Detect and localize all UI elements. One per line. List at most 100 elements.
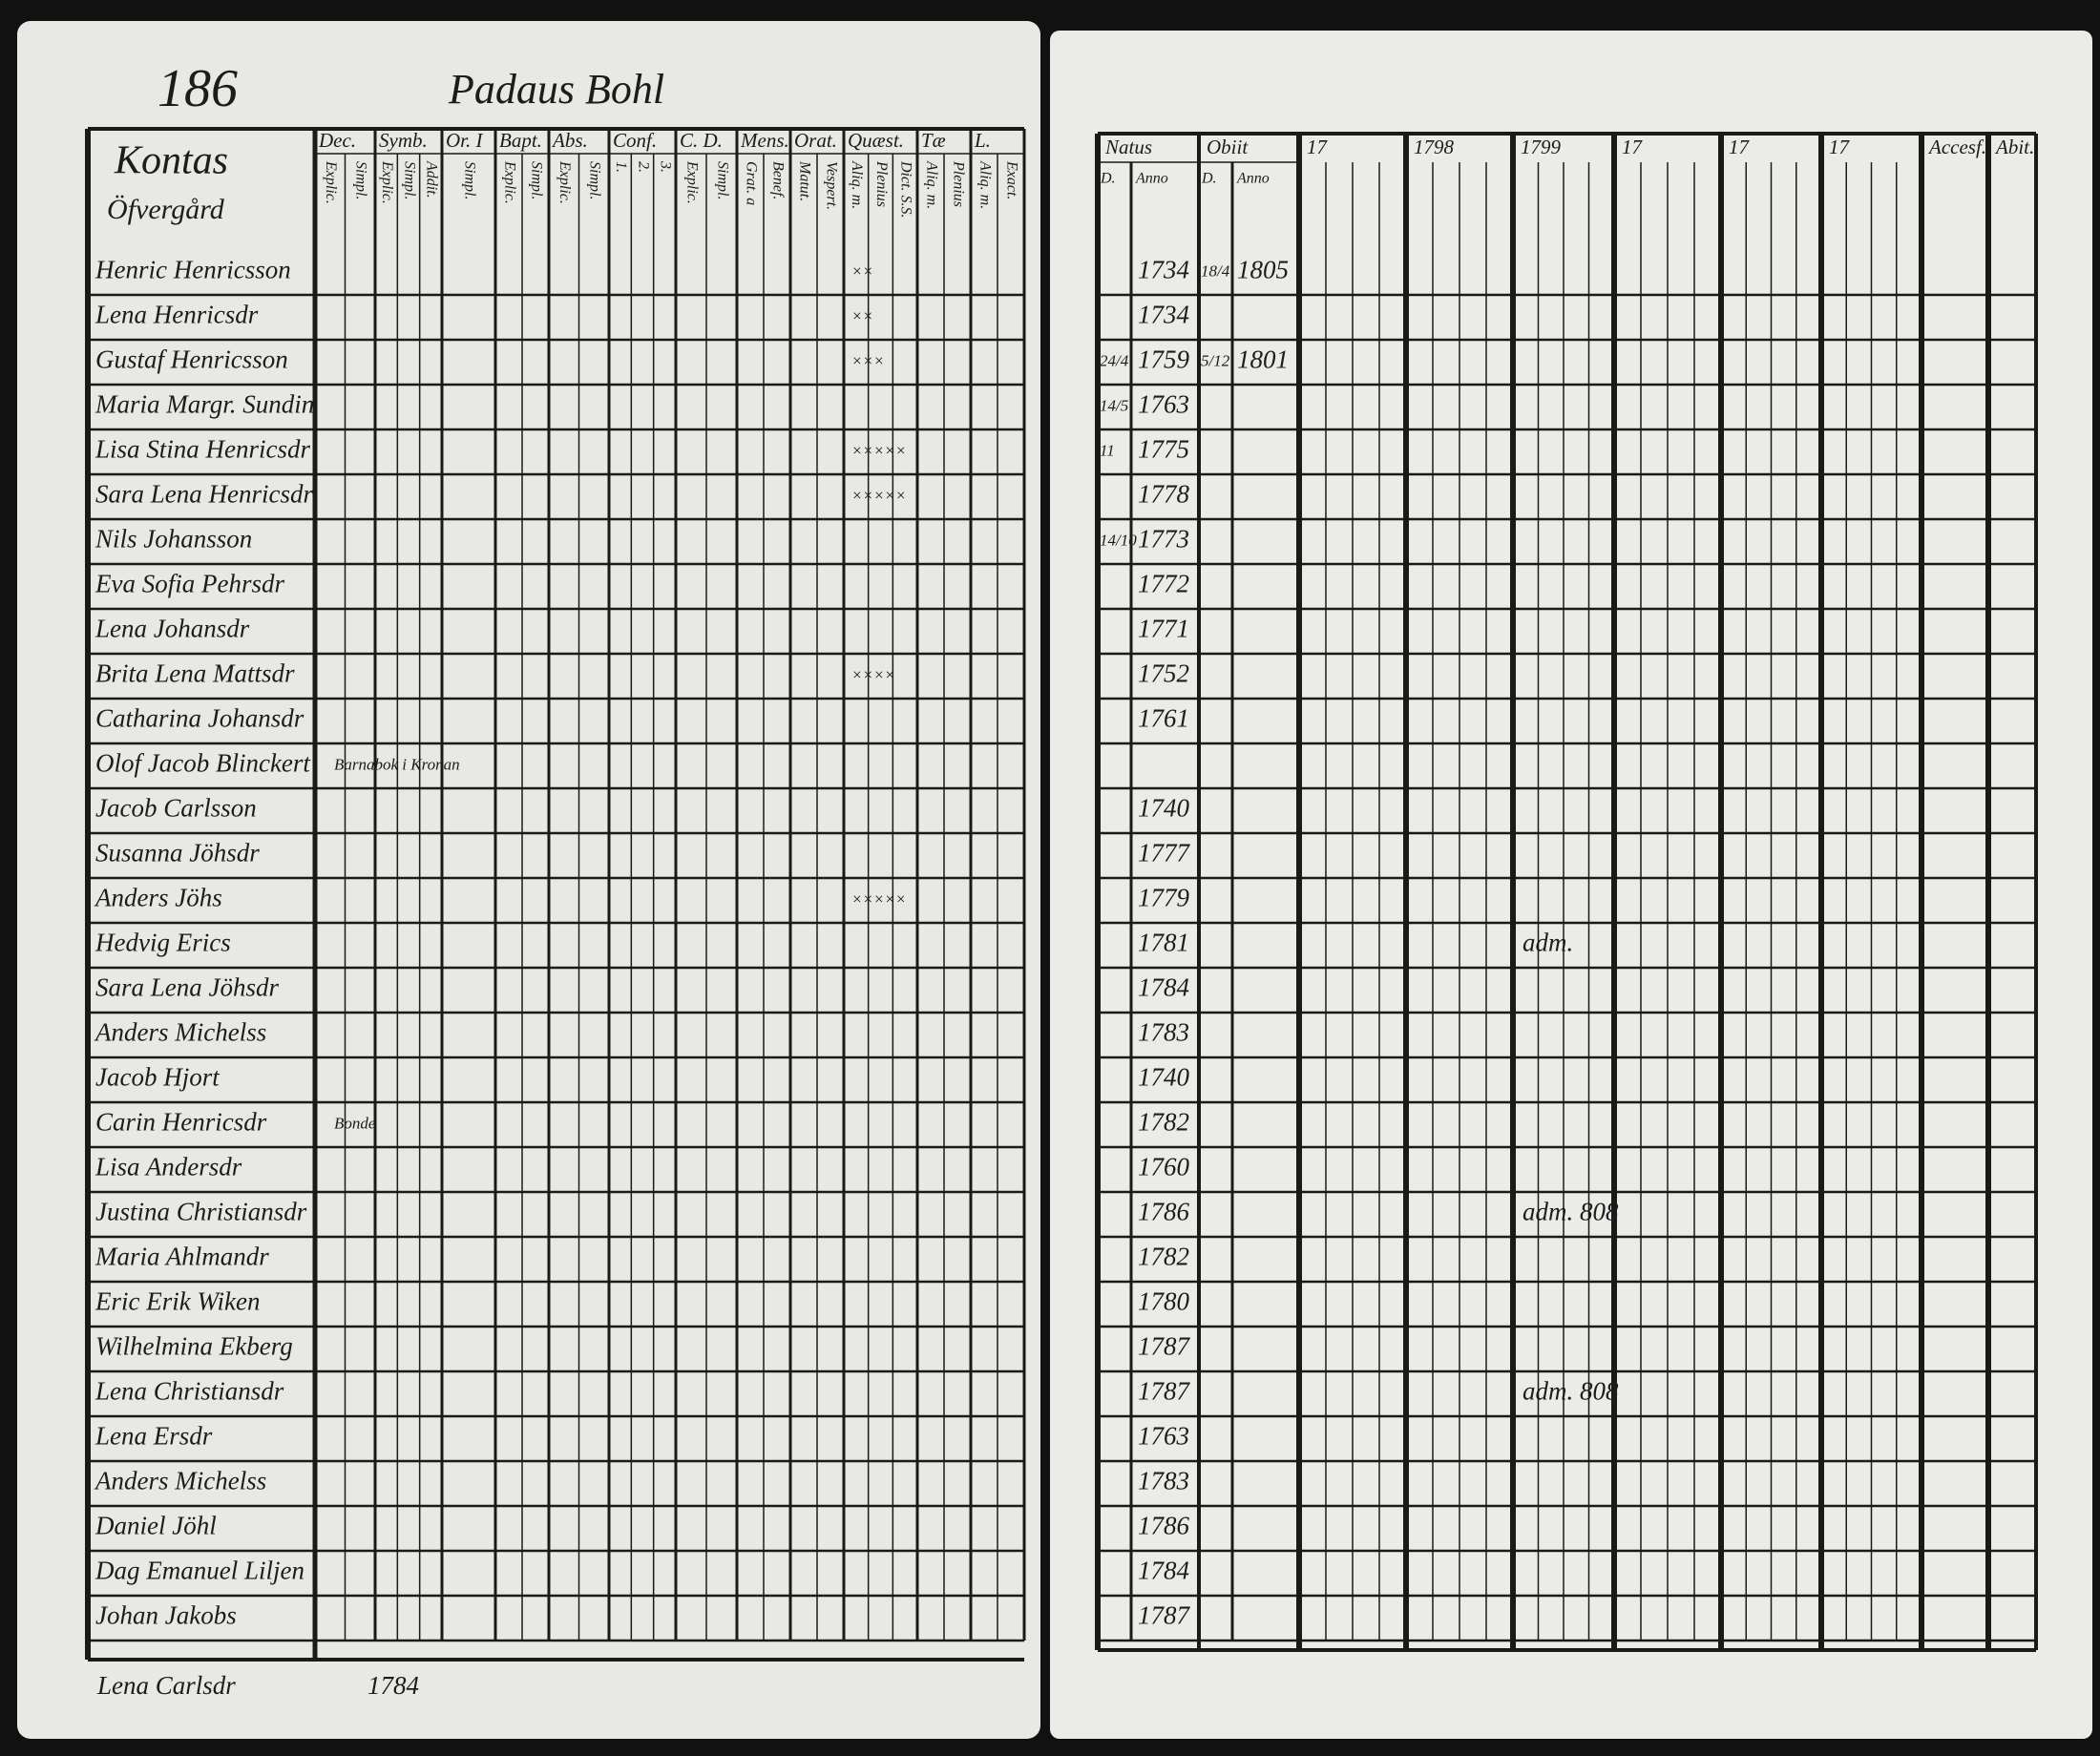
person-name: Sara Lena Jöhsdr xyxy=(95,973,279,1002)
page-number: 186 xyxy=(158,59,238,118)
note: adm. 808 xyxy=(1522,1377,1619,1406)
person-name: Lisa Andersdr xyxy=(94,1153,242,1181)
person-name: Dag Emanuel Liljen xyxy=(94,1557,304,1585)
person-name: Hedvig Erics xyxy=(94,929,231,957)
note: adm. xyxy=(1522,929,1573,957)
birth-year: 1784 xyxy=(1138,973,1189,1002)
birth-year: 1783 xyxy=(1138,1467,1189,1495)
column-header: Conf. xyxy=(613,129,657,152)
person-name: Johan Jakobs xyxy=(95,1601,237,1630)
column-header: 17 xyxy=(1829,136,1851,158)
birth-day: 11 xyxy=(1100,441,1115,459)
column-header: Abit. xyxy=(1994,136,2034,158)
person-name: Lena Carlsdr xyxy=(96,1671,236,1700)
birth-year: 1784 xyxy=(368,1671,419,1700)
exam-mark: ××××× xyxy=(851,889,906,908)
right-page xyxy=(1050,31,2092,1739)
exam-mark: ×× xyxy=(851,261,873,280)
column-subheader: Benef. xyxy=(769,161,786,199)
birth-year: 1787 xyxy=(1138,1377,1191,1406)
column-header: Orat. xyxy=(794,129,837,152)
person-name: Lena Johansdr xyxy=(94,615,250,643)
note: adm. 808 xyxy=(1522,1198,1619,1226)
birth-year: 1787 xyxy=(1138,1601,1191,1630)
birth-year: 1740 xyxy=(1138,794,1190,823)
column-subheader: Explic. xyxy=(323,160,339,204)
person-name: Lena Henricsdr xyxy=(94,301,259,329)
column-subheader: Plenius xyxy=(950,160,966,207)
birth-year: 1784 xyxy=(1138,1557,1189,1585)
person-name: Nils Johansson xyxy=(94,525,252,554)
column-subheader: Addit. xyxy=(424,160,440,199)
column-subheader: 3. xyxy=(658,160,674,173)
column-subheader: D. xyxy=(1201,171,1217,187)
person-name: Carin Henricsdr xyxy=(95,1108,267,1137)
column-header: Bapt. xyxy=(499,129,542,152)
column-subheader: Grat. a xyxy=(743,161,759,205)
column-header: Accesf. xyxy=(1927,136,1986,158)
place: Padaus Bohl xyxy=(448,66,664,113)
column-subheader: Explic. xyxy=(556,160,573,204)
column-header: Symb. xyxy=(379,129,428,152)
birth-year: 1734 xyxy=(1138,256,1189,284)
person-name: Jacob Hjort xyxy=(95,1063,220,1092)
person-name: Lena Christiansdr xyxy=(94,1377,284,1406)
birth-year: 1777 xyxy=(1138,839,1191,868)
column-subheader: Aliq. m. xyxy=(849,160,865,209)
column-subheader: Plenius xyxy=(873,160,890,207)
birth-year: 1763 xyxy=(1138,390,1189,419)
birth-year: 1781 xyxy=(1138,929,1189,957)
person-name: Anders Michelss xyxy=(94,1467,266,1495)
birth-year: 1782 xyxy=(1138,1108,1189,1137)
column-subheader: Aliq. m. xyxy=(923,160,939,209)
person-name: Anders Jöhs xyxy=(94,884,222,912)
column-header: Quæst. xyxy=(848,129,904,152)
person-name: Maria Margr. Sundin xyxy=(94,390,314,419)
exam-mark: ××× xyxy=(851,351,884,369)
birth-year: 1773 xyxy=(1138,525,1189,554)
column-header: 1798 xyxy=(1414,136,1455,158)
column-subheader: Explic. xyxy=(683,160,700,204)
column-subheader: D. xyxy=(1100,171,1116,187)
birth-year: 1782 xyxy=(1138,1243,1189,1271)
person-name: Wilhelmina Ekberg xyxy=(95,1332,293,1361)
birth-year: 1759 xyxy=(1138,345,1190,374)
person-name: Maria Ahlmandr xyxy=(94,1243,269,1271)
birth-day: 24/4 xyxy=(1100,351,1129,369)
person-name: Lena Ersdr xyxy=(94,1422,213,1451)
column-header: Tæ xyxy=(921,129,946,152)
column-subheader: Simpl. xyxy=(401,161,417,199)
column-header: C. D. xyxy=(680,129,723,152)
column-subheader: Simpl. xyxy=(528,161,544,199)
column-subheader: Explic. xyxy=(501,160,517,204)
column-subheader: Vespert. xyxy=(823,161,839,210)
column-subheader: Simpl. xyxy=(714,161,730,199)
column-header: Obiit xyxy=(1207,136,1249,158)
person-name: Lisa Stina Henricsdr xyxy=(94,435,311,464)
column-subheader: Simpl. xyxy=(353,161,369,199)
column-subheader: Anno xyxy=(1236,171,1270,187)
left-page xyxy=(17,21,1040,1739)
exam-mark: ×××× xyxy=(851,665,895,683)
column-header: Natus xyxy=(1104,136,1152,158)
death-year: 1801 xyxy=(1237,345,1289,374)
birth-year: 1779 xyxy=(1138,884,1190,912)
column-header: Or. I xyxy=(446,129,484,152)
note: Barnabok i Kronan xyxy=(334,755,460,773)
column-subheader: Dict. S.S. xyxy=(897,160,914,219)
birth-year: 1763 xyxy=(1138,1422,1189,1451)
column-subheader: Exact. xyxy=(1003,160,1019,199)
column-subheader: Simpl. xyxy=(461,161,477,199)
person-name: Sara Lena Henricsdr xyxy=(95,480,313,509)
farm: Kontas xyxy=(114,139,228,183)
person-name: Daniel Jöhl xyxy=(94,1512,217,1540)
note: Bonde xyxy=(334,1114,376,1132)
column-header: 17 xyxy=(1307,136,1329,158)
person-name: Brita Lena Mattsdr xyxy=(95,659,295,688)
person-name: Gustaf Henricsson xyxy=(95,345,288,374)
birth-day: 14/10 xyxy=(1100,531,1137,549)
column-header: Mens. xyxy=(740,129,789,152)
farm-part: Öfvergård xyxy=(107,194,225,225)
person-name: Henric Henricsson xyxy=(94,256,291,284)
